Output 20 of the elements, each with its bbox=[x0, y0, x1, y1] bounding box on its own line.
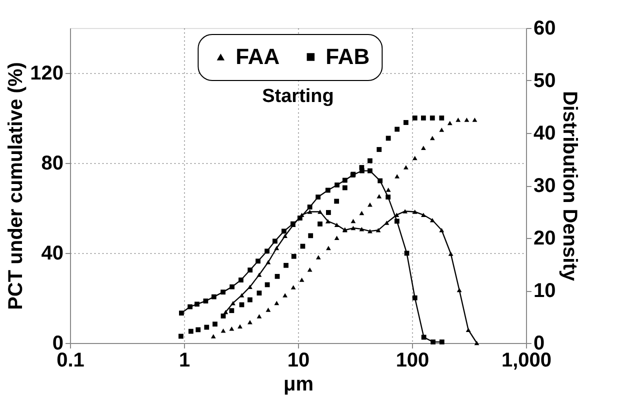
legend-label: FAA bbox=[236, 44, 280, 69]
y2-tick-label: 60 bbox=[534, 18, 556, 40]
y2-tick-label: 20 bbox=[534, 228, 556, 250]
x-axis-title: μm bbox=[283, 374, 314, 396]
y-tick-label: 80 bbox=[41, 152, 64, 174]
y2-axis-title: Distribution Density bbox=[558, 90, 581, 282]
x-tick-label: 10 bbox=[287, 350, 310, 372]
y2-tick-label: 40 bbox=[534, 122, 556, 144]
y2-tick-label: 10 bbox=[534, 280, 556, 302]
y-tick-label: 120 bbox=[30, 62, 64, 84]
x-tick-label: 1,000 bbox=[501, 350, 552, 372]
x-tick-label: 1 bbox=[178, 350, 190, 372]
x-tick-label: 100 bbox=[396, 350, 430, 372]
y2-tick-label: 50 bbox=[534, 70, 556, 92]
y-tick-label: 40 bbox=[41, 242, 64, 264]
x-tick-label: 0.1 bbox=[56, 350, 84, 372]
annotation: Starting bbox=[262, 86, 334, 107]
legend-label: FAB bbox=[326, 44, 370, 69]
y-axis-title: PCT under cumulative (%) bbox=[5, 62, 28, 310]
y2-tick-label: 30 bbox=[534, 175, 556, 197]
